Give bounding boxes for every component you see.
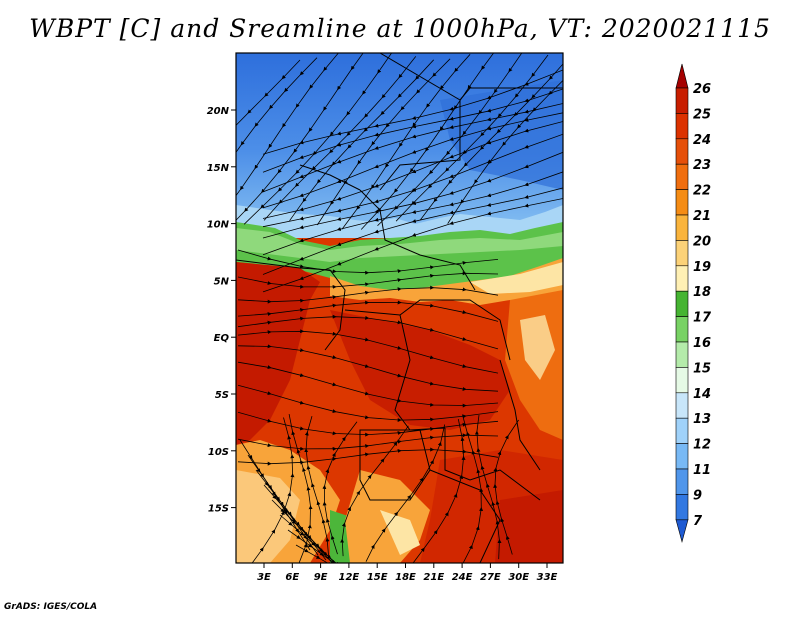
- colorbar-segment: [675, 392, 689, 419]
- colorbar-label: 19: [693, 260, 711, 275]
- lon-tick-label: 21E: [423, 572, 444, 583]
- colorbar-label: 15: [693, 361, 711, 376]
- colorbar-label: 9: [693, 488, 702, 503]
- streamline: [237, 271, 499, 289]
- colorbar-segment: [675, 163, 689, 190]
- colorbar-label: 11: [693, 463, 711, 478]
- colorbar-label: 23: [693, 158, 711, 173]
- lat-tick-label: 5S: [215, 390, 229, 401]
- colorbar-label: 25: [693, 107, 711, 122]
- colorbar-segment: [675, 367, 689, 394]
- lon-tick-label: 30E: [508, 572, 529, 583]
- colorbar-segment: [675, 341, 689, 368]
- colorbar-label: 14: [693, 387, 711, 402]
- lon-tick-label: 9E: [314, 572, 328, 583]
- colorbar-label: 21: [693, 209, 711, 224]
- lat-tick-label: 10N: [207, 220, 230, 231]
- lon-tick-label: 3E: [257, 572, 271, 583]
- colorbar-segment: [675, 443, 689, 470]
- colorbar-segment: [675, 113, 689, 140]
- colorbar-segment: [675, 316, 689, 343]
- lon-tick-label: 15E: [367, 572, 388, 583]
- lon-tick-label: 33E: [537, 572, 558, 583]
- lat-tick-label: EQ: [214, 333, 230, 344]
- colorbar-segment: [675, 240, 689, 267]
- colorbar-label: 12: [693, 438, 711, 453]
- colorbar-label: 18: [693, 285, 711, 300]
- colorbar-segment: [675, 87, 689, 114]
- colorbar-segment: [675, 265, 689, 292]
- map-frame: [235, 52, 564, 564]
- colorbar-label: 16: [693, 336, 711, 351]
- colorbar-segment: [675, 417, 689, 444]
- colorbar-min-arrow: [675, 519, 689, 543]
- colorbar-label: 7: [693, 514, 703, 529]
- colorbar-label: 20: [693, 234, 711, 249]
- lat-tick-label: 15N: [207, 163, 230, 174]
- lat-tick-label: 10S: [208, 447, 229, 458]
- streamline: [295, 544, 356, 563]
- lon-tick-label: 24E: [452, 572, 473, 583]
- longitude-axis: 3E 6E 9E 12E 15E 18E 21E 24E 27E 30E 33E: [257, 563, 558, 583]
- colorbar-segment: [675, 214, 689, 241]
- streamline: [412, 419, 466, 563]
- lon-tick-label: 6E: [285, 572, 299, 583]
- lon-tick-label: 18E: [395, 572, 416, 583]
- lon-tick-label: 12E: [339, 572, 360, 583]
- colorbar-max-arrow: [675, 63, 689, 89]
- lon-tick-label: 27E: [480, 572, 501, 583]
- colorbar-label: 13: [693, 412, 711, 427]
- colorbar-label: 24: [693, 133, 711, 148]
- grads-credit: GrADS: IGES/COLA: [4, 602, 98, 612]
- colorbar-segment: [675, 290, 689, 317]
- streamline: [237, 384, 499, 423]
- colorbar-segment: [675, 138, 689, 165]
- colorbar: 26 25 24 23 22 21 20 19 18 17 16 15 14 13 12 11 9 7: [675, 63, 712, 543]
- streamline: [493, 419, 519, 555]
- lat-tick-label: 5N: [214, 276, 230, 287]
- country-borders: [236, 53, 563, 563]
- colorbar-label: 17: [693, 311, 712, 326]
- map-title: WBPT [C] and Sreamline at 1000hPa, VT: 2…: [29, 14, 771, 43]
- lat-tick-label: 20N: [207, 106, 230, 117]
- wbpt-field: [236, 53, 563, 563]
- colorbar-segment: [675, 494, 689, 521]
- colorbar-label: 26: [693, 82, 711, 97]
- colorbar-segment: [675, 189, 689, 216]
- colorbar-segment: [675, 468, 689, 495]
- latitude-axis: 20N 15N 10N 5N EQ 5S 10S 15S: [207, 106, 236, 515]
- streamline: [237, 300, 499, 322]
- streamlines: [236, 53, 563, 563]
- colorbar-label: 22: [693, 184, 711, 199]
- lat-tick-label: 15S: [208, 504, 229, 515]
